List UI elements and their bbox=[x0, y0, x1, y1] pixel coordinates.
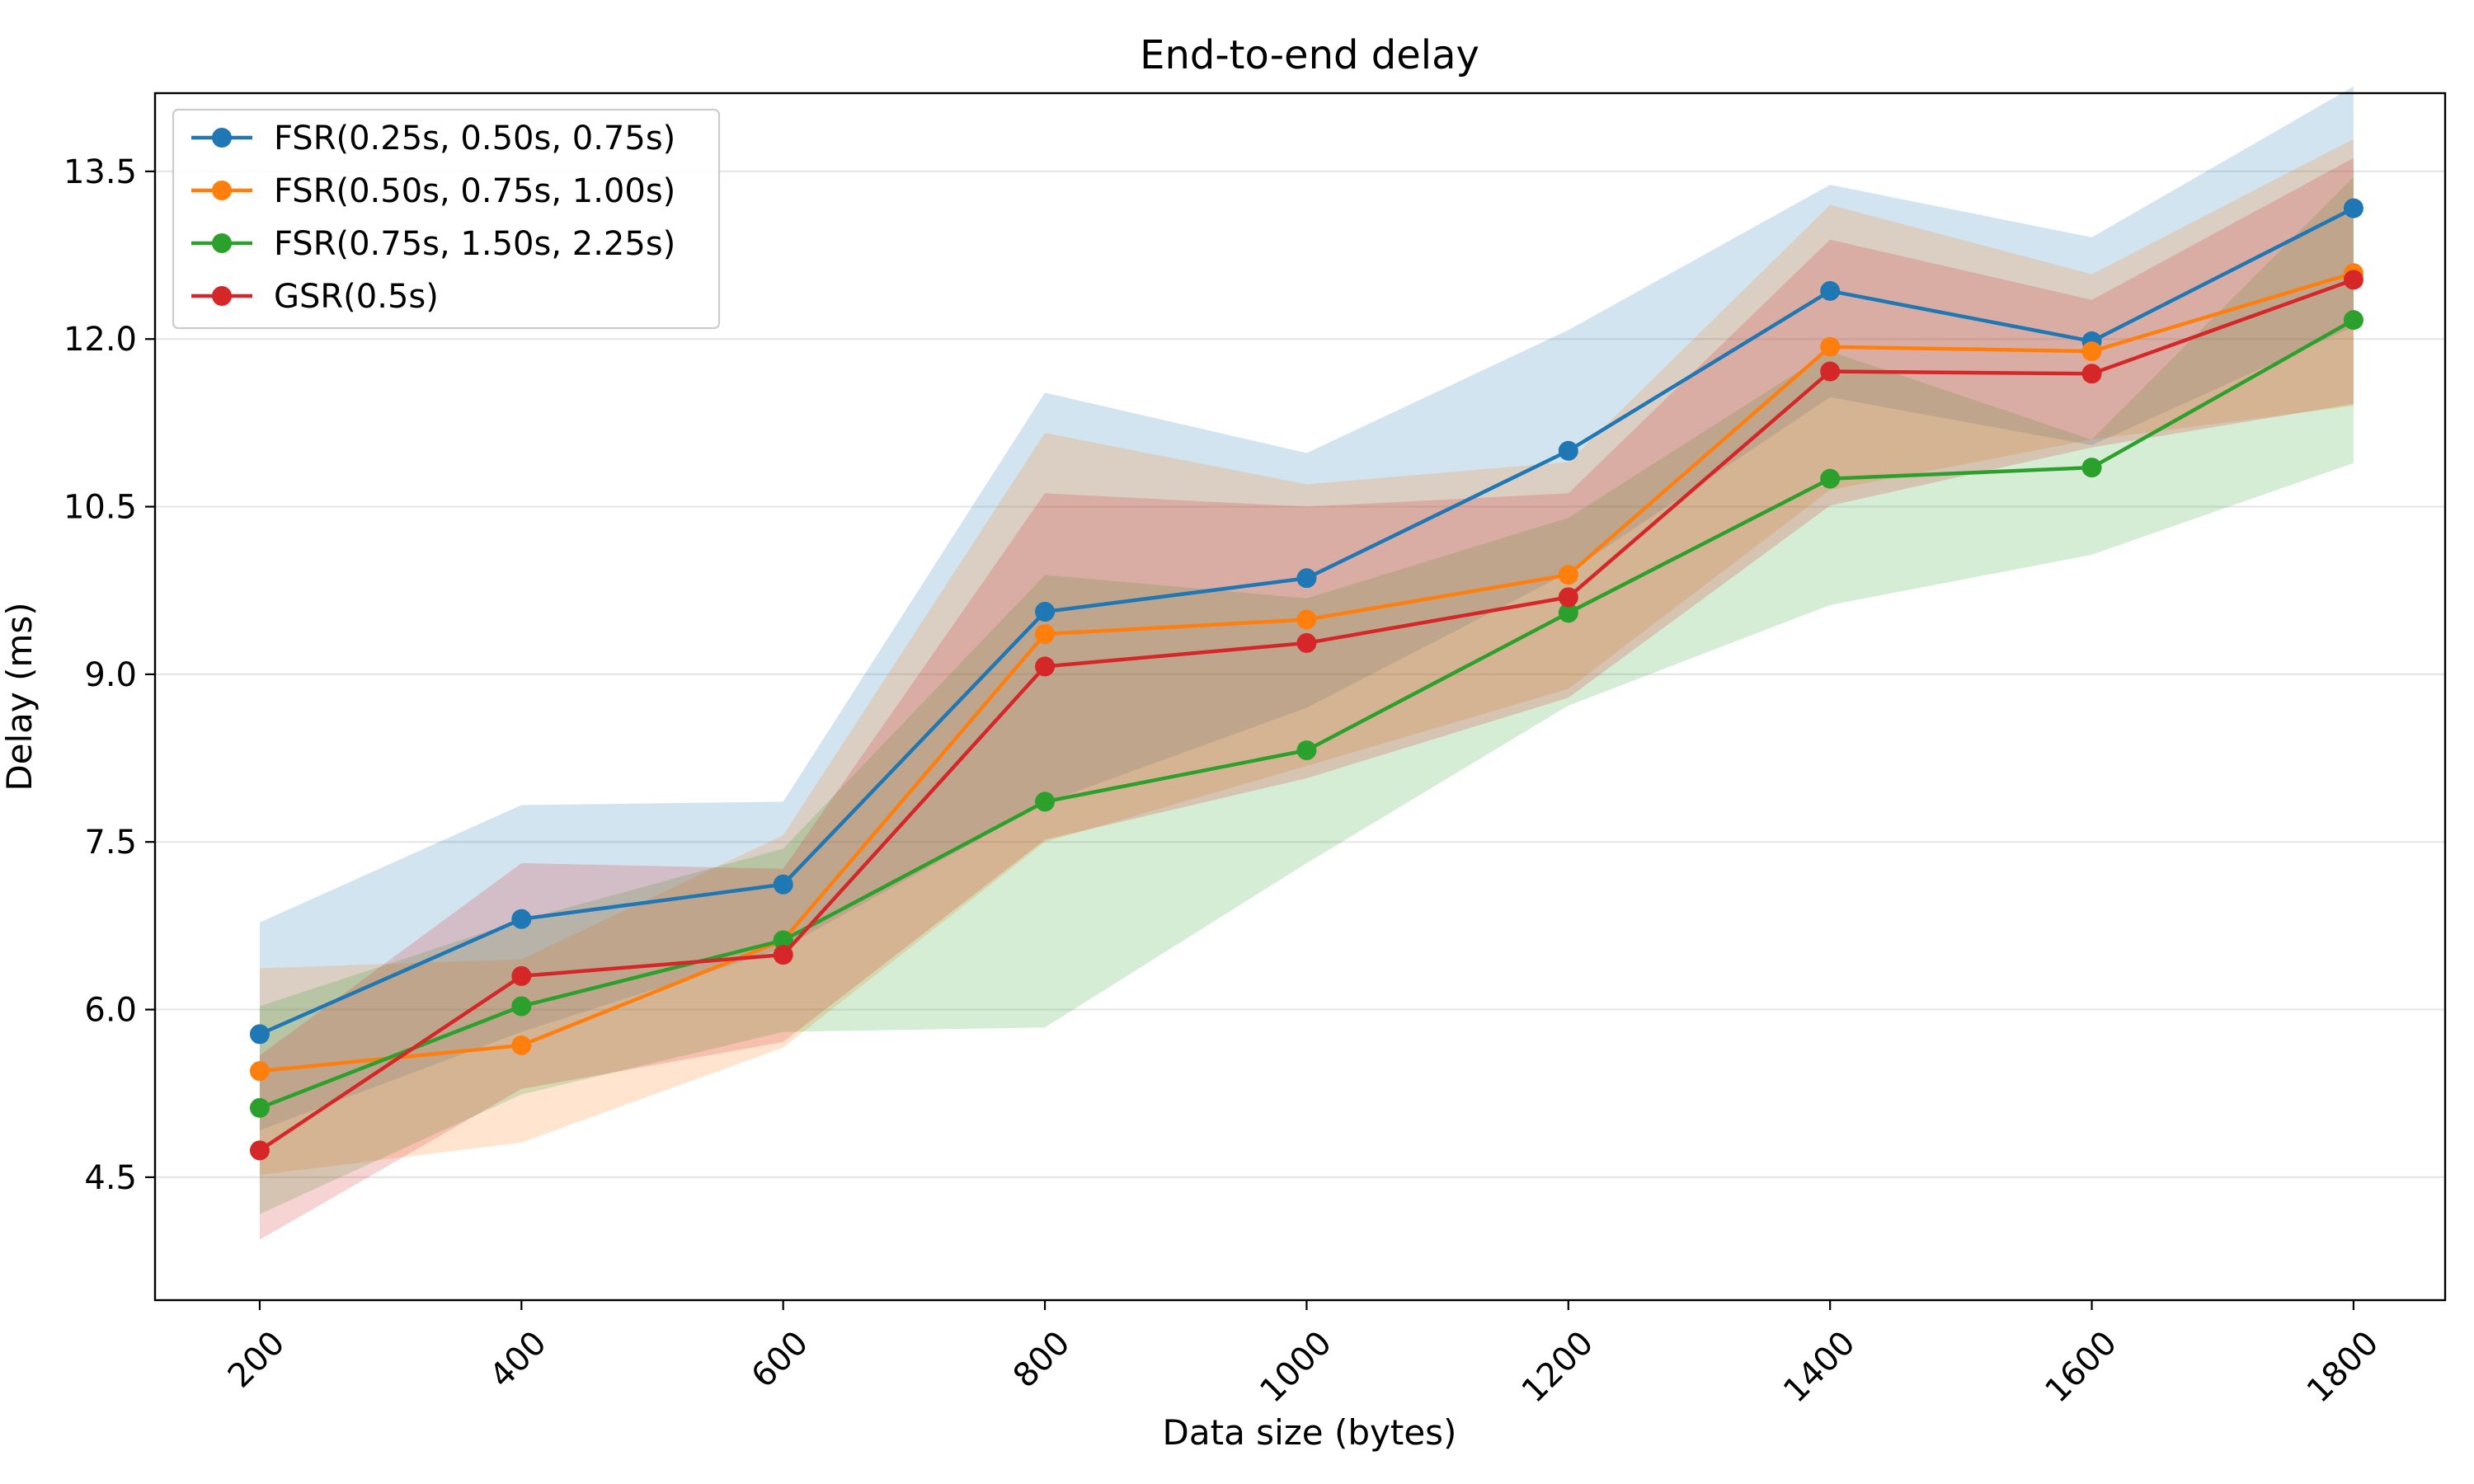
chart-title: End-to-end delay bbox=[1140, 32, 1479, 78]
x-tick-label: 200 bbox=[221, 1324, 293, 1396]
data-point bbox=[1296, 568, 1317, 589]
data-point bbox=[1558, 565, 1578, 585]
data-point bbox=[1296, 740, 1317, 761]
legend-swatch-marker bbox=[212, 233, 232, 253]
data-point bbox=[2081, 458, 2102, 478]
data-point bbox=[511, 965, 532, 986]
data-point bbox=[511, 909, 532, 929]
legend-box bbox=[172, 108, 721, 330]
x-tick-label: 1200 bbox=[1515, 1324, 1602, 1411]
data-point bbox=[1035, 791, 1056, 812]
x-tick-label: 800 bbox=[1006, 1324, 1078, 1396]
data-point bbox=[1820, 361, 1841, 382]
y-tick-label: 7.5 bbox=[84, 824, 137, 862]
data-point bbox=[1558, 603, 1578, 623]
data-point bbox=[2081, 341, 2102, 362]
data-point bbox=[2343, 198, 2363, 218]
data-point bbox=[1820, 468, 1841, 489]
y-tick-label: 12.0 bbox=[63, 321, 137, 359]
legend-swatch-marker bbox=[212, 128, 232, 148]
y-tick-label: 6.0 bbox=[84, 992, 137, 1030]
data-point bbox=[1558, 440, 1578, 461]
y-axis-ticks: 4.5 6.0 7.5 9.0 10.5 12.0 13.5 bbox=[63, 153, 155, 1197]
x-tick-label: 1600 bbox=[2038, 1324, 2124, 1411]
series-band-4 bbox=[259, 157, 2354, 1240]
data-point bbox=[511, 1035, 532, 1055]
data-point bbox=[1035, 624, 1056, 645]
y-tick-label: 9.0 bbox=[84, 656, 137, 694]
data-point bbox=[511, 996, 532, 1017]
series-band-2 bbox=[259, 139, 2354, 1176]
x-tick-label: 1000 bbox=[1253, 1324, 1339, 1411]
legend-label: FSR(0.25s, 0.50s, 0.75s) bbox=[274, 120, 675, 157]
data-point bbox=[1296, 609, 1317, 630]
legend-label: GSR(0.5s) bbox=[274, 278, 439, 316]
y-axis-label: Delay (ms) bbox=[0, 602, 40, 791]
y-tick-label: 4.5 bbox=[84, 1159, 137, 1197]
x-tick-label: 1800 bbox=[2300, 1324, 2387, 1411]
series-lines bbox=[249, 198, 2363, 1161]
data-point bbox=[249, 1097, 270, 1118]
legend: FSR(0.25s, 0.50s, 0.75s) FSR(0.50s, 0.75s… bbox=[172, 108, 721, 330]
data-point bbox=[1820, 336, 1841, 357]
x-axis-ticks: 200 400 600 800 1000 1200 1400 1600 1800 bbox=[221, 1300, 2386, 1410]
x-tick-label: 600 bbox=[745, 1324, 816, 1396]
data-point bbox=[2081, 364, 2102, 384]
data-point bbox=[1820, 280, 1841, 301]
data-point bbox=[773, 930, 793, 951]
data-point bbox=[2343, 270, 2363, 290]
data-point bbox=[1558, 587, 1578, 608]
x-tick-label: 400 bbox=[482, 1324, 554, 1396]
y-tick-label: 10.5 bbox=[63, 489, 137, 527]
data-point bbox=[773, 874, 793, 895]
data-point bbox=[249, 1061, 270, 1082]
data-point bbox=[1035, 656, 1056, 677]
data-point bbox=[1035, 601, 1056, 622]
legend-swatch-marker bbox=[212, 181, 232, 200]
y-tick-label: 13.5 bbox=[63, 153, 137, 191]
data-point bbox=[2343, 310, 2363, 331]
legend-label: FSR(0.75s, 1.50s, 2.25s) bbox=[274, 225, 675, 263]
data-point bbox=[249, 1024, 270, 1045]
plot-area-frame bbox=[153, 92, 2447, 1302]
x-axis-label: Data size (bytes) bbox=[1163, 1412, 1457, 1453]
data-point bbox=[773, 945, 793, 965]
data-point bbox=[1296, 632, 1317, 653]
data-point bbox=[249, 1140, 270, 1161]
x-tick-label: 1400 bbox=[1776, 1324, 1863, 1411]
legend-label: FSR(0.50s, 0.75s, 1.00s) bbox=[274, 172, 675, 210]
legend-swatch-marker bbox=[212, 286, 232, 306]
